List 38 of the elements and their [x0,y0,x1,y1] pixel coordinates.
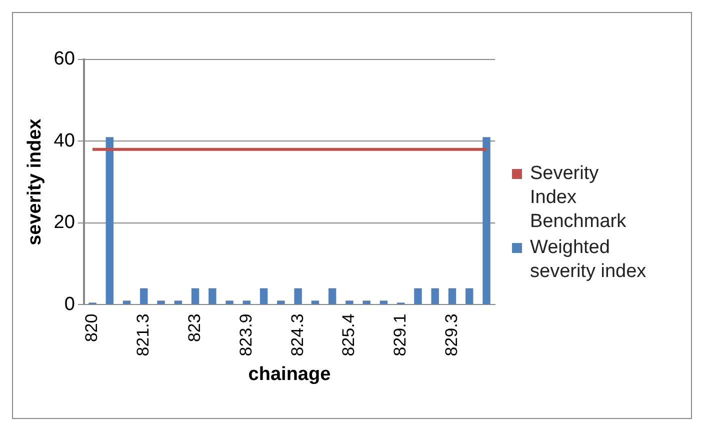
x-axis-title: chainage [248,364,331,385]
bar [346,300,354,304]
bar [482,137,490,304]
y-axis-title: severity index [24,118,46,246]
bar [466,288,474,304]
y-tick-label: 60 [54,48,75,70]
x-tick-label: 829.1 [390,314,410,356]
bar [311,300,320,304]
bar [140,288,148,304]
bar [191,288,200,304]
bar [106,137,114,304]
bar [414,288,422,304]
legend-label: Severity Index Benchmark [530,162,628,234]
bar [122,300,131,304]
bar [328,288,336,304]
x-tick-label: 821.3 [134,314,153,356]
bar [431,288,439,304]
bar [208,288,216,304]
x-tick-label: 823 [184,314,204,342]
x-tick-label: 824.3 [288,314,307,356]
x-tick-label: 823.9 [236,314,256,356]
x-tick-label: 829.3 [442,314,461,356]
x-tick-label: 825.4 [339,314,358,356]
bar [226,300,234,304]
y-tick-label: 20 [54,212,75,234]
bar [294,288,302,304]
bar [260,288,268,304]
y-tick-label: 0 [64,294,75,315]
legend-label: Weighted severity index [530,236,647,284]
bar [448,288,456,304]
bar [277,300,285,304]
bar [174,300,182,304]
bar [157,300,165,304]
bar [242,300,251,304]
bar [380,300,388,304]
y-tick-label: 40 [54,130,75,152]
x-tick-label: 820 [82,314,102,342]
bar [362,300,370,304]
